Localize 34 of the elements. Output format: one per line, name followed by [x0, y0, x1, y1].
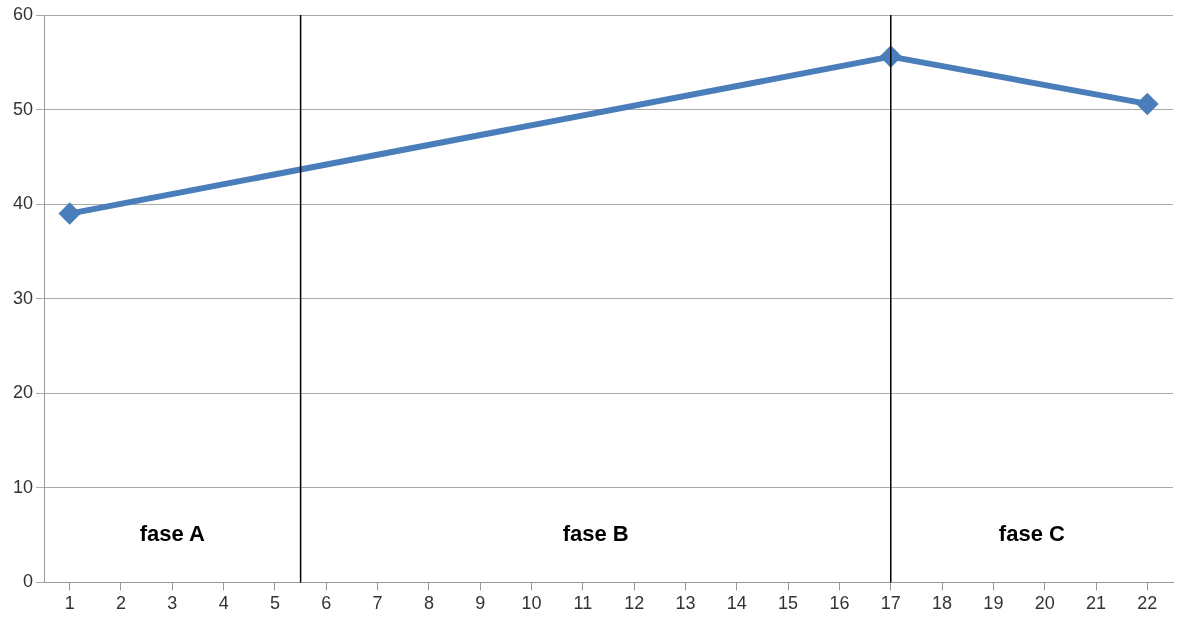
y-tick-label: 0: [23, 571, 34, 592]
x-tick-label: 16: [829, 593, 850, 614]
y-tick-label: 20: [12, 382, 34, 403]
point: [1137, 93, 1158, 114]
x-tick-label: 12: [624, 593, 645, 614]
x-tick-label: 7: [372, 593, 383, 614]
x-tick-label: 14: [726, 593, 747, 614]
x-tick-label: 6: [321, 593, 332, 614]
x-tick-label: 17: [880, 593, 901, 614]
annotation: fase C: [998, 521, 1065, 547]
x-tick-label: 2: [115, 593, 127, 614]
y-tick-label: 10: [12, 476, 34, 497]
x-tick-label: 3: [167, 593, 178, 614]
annotation: fase B: [562, 521, 629, 547]
x-tick-label: 19: [983, 593, 1004, 614]
x-tick-label: 9: [475, 593, 486, 614]
y-tick-label: 50: [12, 98, 34, 119]
x-tick-label: 15: [778, 593, 799, 614]
x-tick-label: 18: [932, 593, 953, 614]
y-tick-label: 60: [12, 3, 34, 24]
x-tick-label: 22: [1137, 593, 1158, 614]
annotation: fase A: [139, 521, 206, 547]
x-tick-label: 4: [218, 593, 229, 614]
x-tick-label: 10: [521, 593, 542, 614]
x-tick-label: 20: [1034, 593, 1055, 614]
y-tick-label: 30: [12, 287, 34, 308]
x-tick-label: 8: [423, 593, 434, 614]
x-tick-label: 5: [269, 593, 280, 614]
x-tick-label: 21: [1086, 593, 1107, 614]
x-tick-label: 1: [64, 593, 75, 614]
x-tick-label: 13: [675, 593, 696, 614]
point: [59, 203, 80, 224]
y-tick-label: 40: [12, 193, 34, 214]
x-tick-label: 11: [573, 593, 593, 614]
